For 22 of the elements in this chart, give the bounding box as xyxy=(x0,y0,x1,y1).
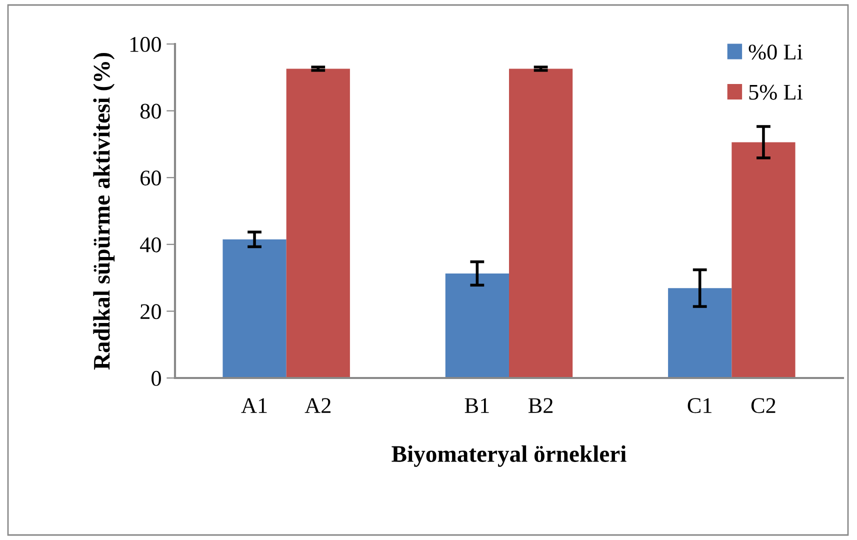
y-tick-label: 100 xyxy=(130,36,161,52)
x-tick-label: C2 xyxy=(751,398,776,414)
x-tick-label: C1 xyxy=(688,398,712,414)
y-tick-label: 60 xyxy=(140,170,161,186)
x-axis-title: Biyomateryal örnekleri xyxy=(392,445,626,467)
legend-label: %0 Li xyxy=(748,44,803,60)
x-tick-label: A2 xyxy=(304,398,330,413)
legend-label: 5% Li xyxy=(749,84,803,100)
x-tick-label: A1 xyxy=(241,398,267,413)
bar xyxy=(732,142,796,378)
x-tick-label: B1 xyxy=(464,398,489,413)
y-tick-label: 20 xyxy=(140,304,161,320)
bar xyxy=(668,288,732,378)
y-tick-label: 80 xyxy=(140,104,161,119)
y-tick-label: 40 xyxy=(140,237,161,252)
y-axis-title: Radikal süpürme aktivitesi (%) xyxy=(93,52,115,370)
x-tick-label: B2 xyxy=(528,398,553,413)
bar xyxy=(222,239,286,378)
bar xyxy=(286,68,350,378)
y-tick-label: 0 xyxy=(152,370,161,386)
bar xyxy=(445,273,509,378)
bar xyxy=(509,68,573,378)
